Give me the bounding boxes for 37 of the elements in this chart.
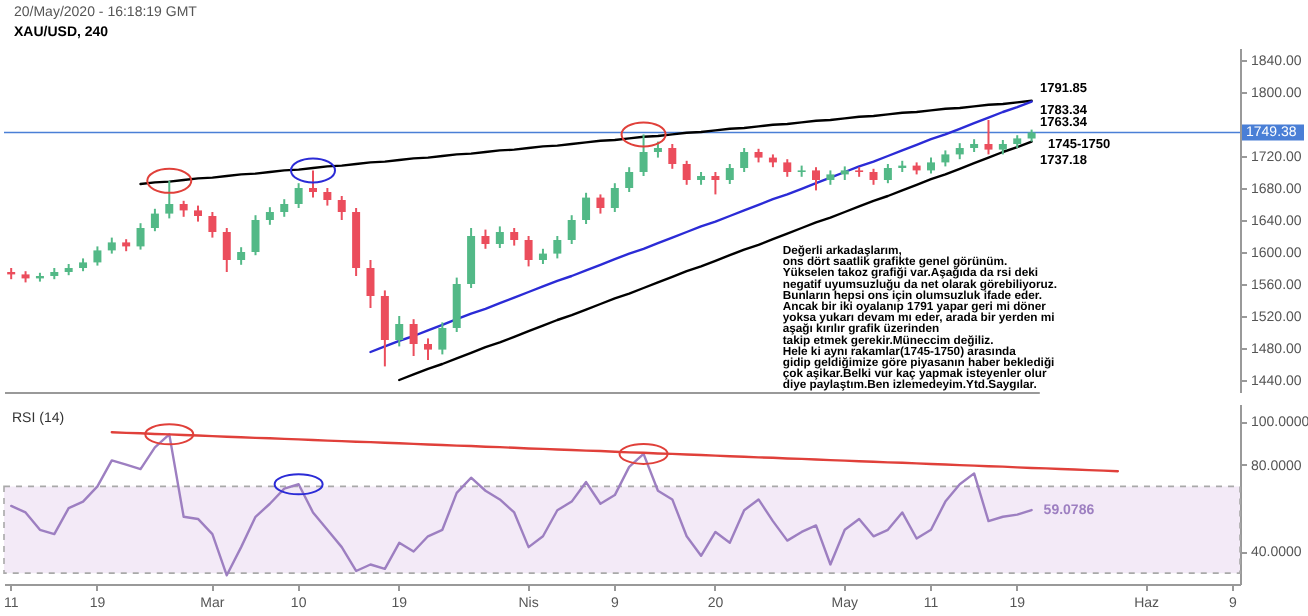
candlestick — [984, 119, 993, 156]
candlestick — [567, 214, 576, 245]
candlestick — [524, 235, 533, 268]
candlestick — [740, 147, 749, 173]
candlestick — [93, 245, 102, 267]
candlestick — [467, 227, 476, 289]
candlestick — [423, 337, 432, 361]
candlestick — [165, 179, 174, 220]
candlestick — [452, 276, 461, 333]
candlestick — [495, 225, 504, 249]
candlestick — [380, 289, 389, 368]
candlestick — [711, 171, 720, 196]
candlestick — [725, 163, 734, 185]
candlestick — [639, 133, 648, 177]
candlestick — [438, 321, 447, 356]
candlestick — [395, 315, 404, 348]
candlestick — [610, 182, 619, 213]
candlestick — [294, 182, 303, 209]
candlestick — [222, 227, 231, 273]
candlestick — [625, 166, 634, 193]
candlestick — [553, 235, 562, 260]
candlestick — [812, 166, 821, 192]
candlestick — [596, 193, 605, 215]
candlestick — [668, 143, 677, 170]
line-series — [9, 433, 1033, 577]
candlestick — [366, 259, 375, 309]
candlestick — [136, 222, 145, 251]
candlestick — [251, 214, 260, 257]
candlestick — [682, 159, 691, 186]
candlestick — [150, 207, 159, 233]
candlestick — [582, 191, 591, 225]
candlestick — [481, 228, 490, 250]
candlestick — [208, 211, 217, 239]
candlestick — [309, 169, 317, 199]
candlestick — [883, 163, 892, 185]
candlestick — [337, 195, 346, 221]
candlestick — [409, 318, 418, 357]
